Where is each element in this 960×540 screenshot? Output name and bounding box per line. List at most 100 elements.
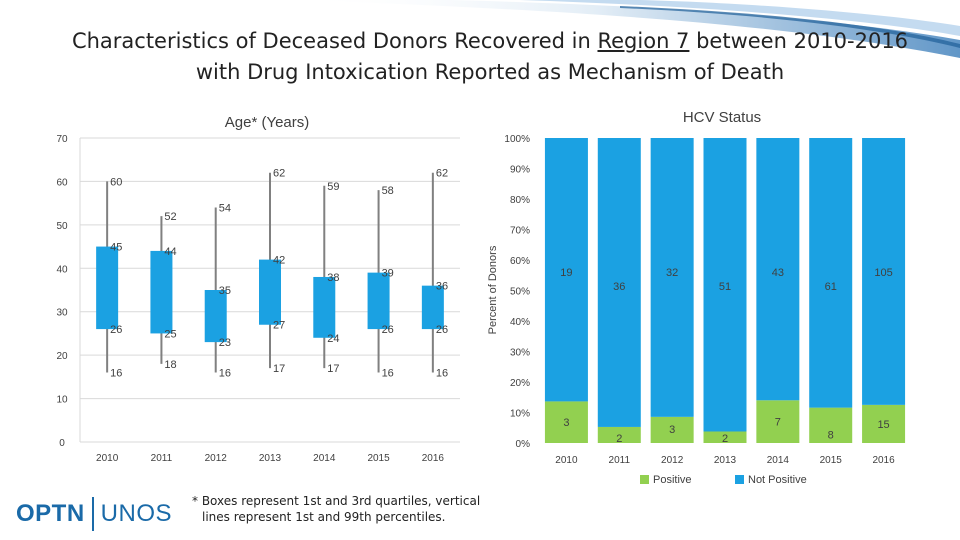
age-q1-label: 25 <box>164 328 176 340</box>
age-p1-label: 18 <box>164 359 176 371</box>
title-text: Characteristics of Deceased Donors Recov… <box>71 29 598 53</box>
hcv-bar-positive <box>809 407 853 443</box>
footnote-line-1: * Boxes represent 1st and 3rd quartiles,… <box>192 494 481 508</box>
hcv-y-tick-label: 90% <box>510 165 530 176</box>
hcv-bar-not-positive <box>703 138 747 432</box>
age-p1-label: 16 <box>110 368 122 380</box>
hcv-status-chart: HCV Status Percent of Donors 0% 10% 20% 30%… <box>487 109 906 486</box>
age-q1-label: 26 <box>436 324 448 336</box>
age-box <box>204 290 227 343</box>
age-p1-label: 16 <box>436 368 448 380</box>
hcv-bar-positive <box>756 400 800 443</box>
age-box <box>367 272 390 330</box>
legend-label-not-positive: Not Positive <box>748 474 807 486</box>
age-p99-label: 52 <box>164 211 176 223</box>
hcv-positive-label: 15 <box>877 419 889 431</box>
legend-swatch-positive <box>640 475 649 484</box>
hcv-not-positive-label: 19 <box>560 267 572 279</box>
hcv-bar-not-positive <box>544 138 588 402</box>
age-p1-label: 17 <box>327 363 339 375</box>
age-y-tick-label: 50 <box>56 221 68 232</box>
hcv-not-positive-label: 61 <box>825 281 837 293</box>
hcv-y-tick-label: 50% <box>510 287 530 298</box>
legend-swatch-not-positive <box>735 475 744 484</box>
age-q3-label: 45 <box>110 242 122 254</box>
age-p99-label: 60 <box>110 176 122 188</box>
footnote-line-2: lines represent 1st and 99th percentiles… <box>202 510 446 524</box>
age-x-tick-label: 2013 <box>259 453 282 464</box>
hcv-x-tick-label: 2012 <box>661 455 684 466</box>
logo-divider <box>91 497 94 531</box>
age-p99-label: 62 <box>273 168 285 180</box>
hcv-y-tick-label: 0% <box>516 439 531 450</box>
age-q3-label: 42 <box>273 255 285 267</box>
hcv-y-tick-label: 30% <box>510 348 530 359</box>
hcv-y-tick-label: 40% <box>510 317 530 328</box>
age-q3-label: 38 <box>327 272 339 284</box>
hcv-x-tick-label: 2014 <box>767 455 790 466</box>
age-x-tick-label: 2015 <box>367 453 390 464</box>
age-p99-label: 58 <box>382 185 394 197</box>
hcv-y-tick-label: 80% <box>510 195 530 206</box>
hcv-not-positive-label: 105 <box>874 267 892 279</box>
hcv-bar-positive <box>544 401 588 443</box>
optn-unos-logo: OPTN UNOS <box>16 494 172 534</box>
hcv-bar-positive <box>597 426 641 443</box>
age-q1-label: 24 <box>327 333 339 345</box>
hcv-y-tick-label: 20% <box>510 378 530 389</box>
hcv-bar-not-positive <box>650 138 694 417</box>
hcv-positive-label: 7 <box>775 417 781 429</box>
age-y-tick-label: 70 <box>56 134 68 145</box>
age-y-tick-label: 60 <box>56 177 68 188</box>
hcv-positive-label: 2 <box>722 433 728 445</box>
hcv-chart-title: HCV Status <box>683 109 761 126</box>
age-p99-label: 59 <box>327 181 339 193</box>
hcv-y-tick-label: 10% <box>510 409 530 420</box>
age-q3-label: 36 <box>436 281 448 293</box>
age-q3-label: 39 <box>382 268 394 280</box>
age-box <box>150 250 173 334</box>
hcv-positive-label: 3 <box>669 424 675 436</box>
hcv-y-tick-label: 100% <box>504 134 530 145</box>
age-x-tick-label: 2016 <box>422 453 445 464</box>
hcv-x-tick-label: 2011 <box>609 455 631 466</box>
age-x-tick-label: 2010 <box>96 453 119 464</box>
age-x-tick-label: 2012 <box>205 453 228 464</box>
hcv-not-positive-label: 51 <box>719 281 731 293</box>
hcv-bar-not-positive <box>809 138 853 408</box>
logo-unos: UNOS <box>100 500 173 527</box>
hcv-x-tick-label: 2015 <box>820 455 843 466</box>
header-swoosh <box>300 0 960 58</box>
age-box <box>96 246 119 330</box>
hcv-not-positive-label: 32 <box>666 267 678 279</box>
legend-label-positive: Positive <box>653 474 692 486</box>
hcv-y-axis-label: Percent of Donors <box>487 245 499 334</box>
hcv-bar-not-positive <box>597 138 641 427</box>
age-q3-label: 44 <box>164 246 176 258</box>
age-y-tick-label: 20 <box>56 351 68 362</box>
age-p1-label: 16 <box>382 368 394 380</box>
age-q1-label: 26 <box>110 324 122 336</box>
age-y-tick-label: 10 <box>56 395 68 406</box>
hcv-y-tick-label: 70% <box>510 226 530 237</box>
hcv-positive-label: 2 <box>616 433 622 445</box>
age-p99-label: 54 <box>219 202 231 214</box>
age-y-tick-label: 40 <box>56 264 68 275</box>
hcv-not-positive-label: 43 <box>772 267 784 279</box>
age-boxplot-chart: Age* (Years) 0 10 20 30 40 50 60 70 60 45 26 16 2010… <box>56 114 460 464</box>
title-region: Region 7 <box>597 29 690 53</box>
age-x-tick-label: 2011 <box>151 453 173 464</box>
age-p1-label: 16 <box>219 368 231 380</box>
age-box <box>259 259 281 325</box>
hcv-bar-not-positive <box>862 138 906 405</box>
age-q1-label: 27 <box>273 320 285 332</box>
age-box <box>421 285 444 330</box>
age-p99-label: 62 <box>436 168 448 180</box>
hcv-x-tick-label: 2016 <box>872 455 895 466</box>
slide-title: Characteristics of Deceased Donors Recov… <box>60 26 920 88</box>
logo-optn: OPTN <box>16 500 85 527</box>
hcv-y-tick-label: 60% <box>510 256 530 267</box>
age-p1-label: 17 <box>273 363 285 375</box>
hcv-bar-not-positive <box>756 138 800 401</box>
hcv-bar-positive <box>650 416 694 443</box>
